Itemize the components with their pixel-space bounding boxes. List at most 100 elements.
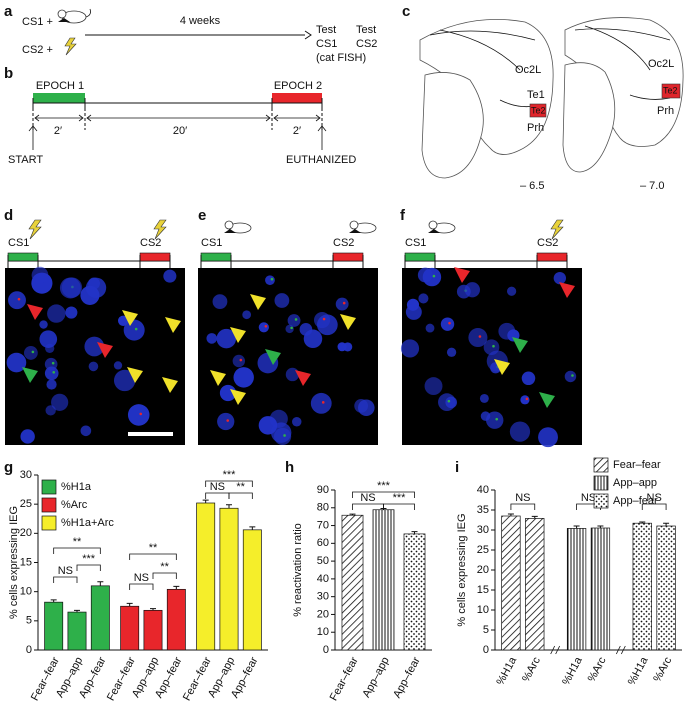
error-bar: [411, 531, 418, 534]
error-bar: [126, 602, 133, 607]
arrowhead: [210, 370, 226, 386]
guides: [32, 108, 323, 130]
nucleus: [506, 286, 517, 296]
y-tick-label: 50: [317, 555, 329, 567]
y-tick-label: 30: [20, 469, 32, 481]
significance-label: NS: [210, 481, 225, 493]
x-tick-label: %Arc: [520, 655, 543, 684]
legend-label: %H1a+Arc: [61, 517, 114, 529]
significance-bracket: [129, 553, 177, 560]
arrowhead: [230, 389, 246, 405]
significance-label: NS: [515, 492, 530, 504]
end-label: EUTHANIZED: [286, 154, 356, 166]
nucleus: [258, 322, 269, 333]
nucleus: [274, 293, 290, 308]
micrograph: [5, 266, 185, 445]
y-tick-label: 30: [317, 591, 329, 603]
bar: [372, 509, 395, 651]
cat-icon: [224, 220, 234, 230]
error-bar: [150, 608, 156, 611]
legend-swatch: [41, 515, 57, 531]
nucleus: [127, 404, 150, 426]
nucleus: [39, 320, 48, 329]
panel-label: b: [4, 65, 13, 82]
test-label: Test: [316, 24, 336, 36]
cs-label: CS1: [8, 237, 29, 249]
arrowhead: [295, 370, 311, 386]
legend-swatch: [593, 475, 609, 491]
foci: [17, 297, 21, 301]
nucleus: [438, 393, 456, 412]
nucleus: [217, 412, 235, 431]
cs-bar: [200, 252, 232, 262]
nucleus: [310, 392, 332, 414]
panel-label: g: [4, 459, 13, 476]
epoch-bar: [33, 93, 85, 103]
test-label: (cat FISH): [316, 52, 366, 64]
nucleus: [113, 361, 123, 370]
legend-label: App–app: [613, 477, 657, 489]
nucleus: [80, 425, 92, 437]
bar: [143, 609, 163, 651]
nucleus: [20, 429, 35, 444]
nucleus: [313, 311, 331, 329]
panel-label: e: [198, 207, 206, 224]
nucleus: [553, 271, 567, 285]
significance-bracket: [76, 564, 101, 571]
arrowhead: [22, 367, 38, 383]
nucleus: [464, 282, 480, 298]
bar: [44, 601, 64, 651]
foci: [525, 397, 529, 401]
significance-bracket: [383, 503, 415, 510]
cat-icon: [224, 229, 236, 233]
y-axis-label: % cells expressing IEG: [456, 513, 468, 626]
foci: [571, 374, 574, 377]
foci: [447, 399, 451, 403]
arrowhead: [162, 377, 178, 393]
legend-label: Fear–fear: [613, 459, 661, 471]
arrowhead: [127, 367, 143, 383]
significance-bracket: [352, 503, 384, 510]
region-label: Oc2L: [515, 64, 541, 76]
foci: [448, 321, 451, 325]
nucleus: [113, 369, 136, 392]
error-bar: [226, 504, 232, 509]
cs-bar: [536, 252, 568, 262]
x-tick-label: Fear–fear: [328, 655, 361, 702]
cat-icon: [428, 220, 438, 230]
nucleus: [357, 399, 375, 417]
nucleus: [45, 405, 56, 416]
arrowhead: [27, 304, 43, 320]
cat-icon: [57, 8, 91, 24]
significance-bracket: [129, 583, 154, 590]
shock-icon: [550, 219, 564, 240]
foci: [264, 325, 268, 328]
error-bar: [97, 581, 104, 586]
coordinate-label: – 6.5: [520, 180, 544, 192]
nucleus: [47, 304, 66, 323]
error-bar: [173, 585, 180, 590]
y-tick-label: 90: [317, 484, 329, 496]
scale-bar: [128, 432, 173, 436]
nucleus: [65, 306, 78, 319]
nucleus: [440, 317, 455, 331]
panel-label: i: [455, 459, 459, 476]
legend-swatch: [593, 493, 609, 509]
bar: [90, 585, 110, 651]
significance-label: NS: [58, 565, 73, 577]
y-tick-label: 20: [477, 564, 489, 576]
arrowhead: [97, 342, 113, 358]
region-label: Te2: [531, 105, 546, 115]
significance-bracket: [53, 547, 101, 554]
significance-label: ***: [82, 553, 96, 565]
cs-label: CS2: [537, 237, 558, 249]
cs-label: CS2: [333, 237, 354, 249]
cat-icon: [349, 229, 361, 233]
legend-swatch: [593, 457, 609, 473]
legend-label: %H1a: [61, 481, 92, 493]
cs1-label: CS1 +: [22, 16, 53, 28]
error-bar: [507, 513, 514, 516]
significance-label: ***: [223, 469, 237, 481]
foci: [52, 370, 56, 374]
coordinate-label: – 7.0: [640, 180, 664, 192]
